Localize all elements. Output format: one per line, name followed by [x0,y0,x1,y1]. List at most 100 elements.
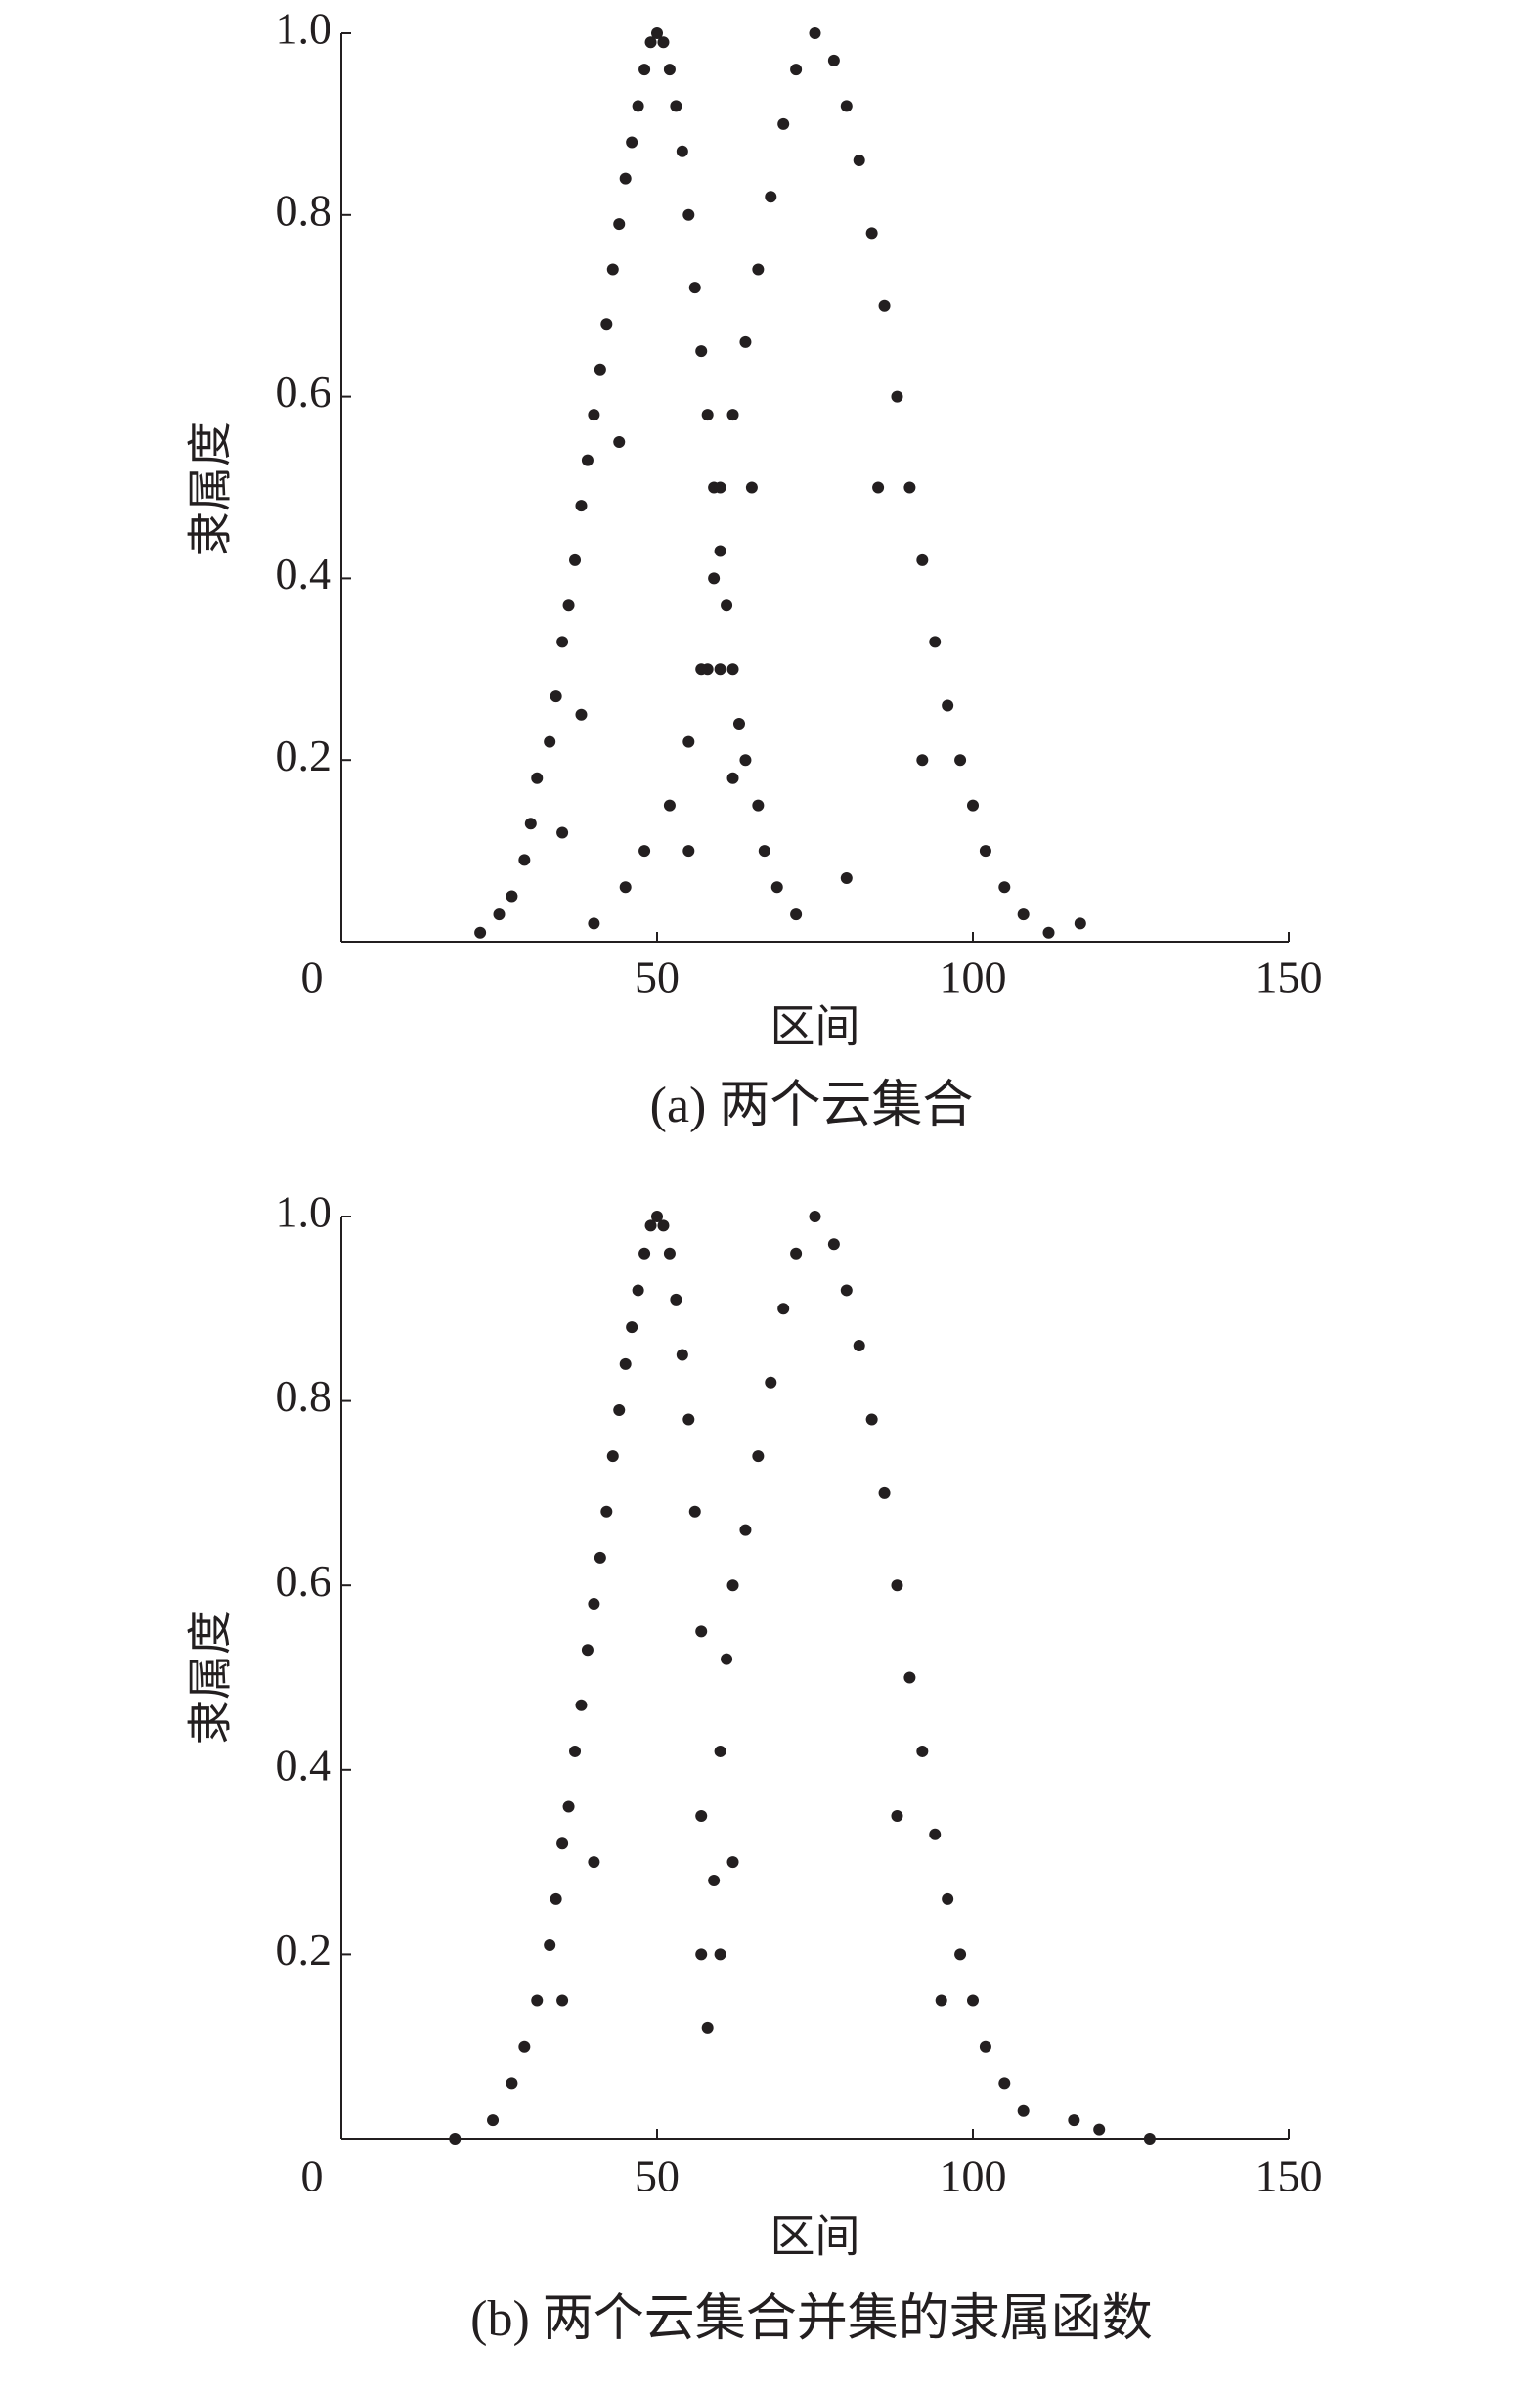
point [809,1211,821,1222]
point [853,1340,865,1352]
point [840,100,853,112]
point [569,553,582,566]
point [562,599,575,612]
point [550,690,562,703]
point [758,845,770,858]
x-tick-label: 100 [940,2151,1007,2201]
point [544,735,556,748]
point [550,1892,562,1905]
point [935,1994,947,2007]
point [663,64,676,76]
point [979,2040,991,2053]
x-tick-label: 0 [301,2151,324,2201]
point [695,345,708,358]
y-tick-label: 0.6 [276,367,332,417]
point [903,481,916,494]
point [891,1579,903,1592]
point [644,36,657,49]
point [1068,2114,1080,2127]
point [745,481,758,494]
point [967,799,979,812]
point [632,100,644,112]
point [626,1321,638,1334]
point [588,1856,600,1869]
point [916,754,929,767]
point [682,1413,695,1426]
point [562,1800,575,1813]
point [752,799,765,812]
point [853,155,865,167]
point [474,926,487,939]
point [594,363,606,376]
point [878,1486,891,1499]
point [708,572,721,585]
point [676,145,688,157]
point [569,1745,582,1757]
point [732,718,745,730]
point [929,1828,942,1840]
point [651,27,663,39]
y-tick-label: 0.8 [276,1371,332,1421]
point [714,663,726,676]
point [600,318,613,331]
point [588,917,600,930]
point [588,409,600,421]
point [531,772,544,784]
y-tick-label: 0.2 [276,1925,332,1974]
y-tick-label: 1.0 [276,1187,332,1237]
point [714,545,726,557]
point [518,854,531,866]
point [701,409,714,421]
y-tick-label: 0.4 [276,549,332,598]
caption: (a) 两个云集合 [650,1078,974,1133]
point [1143,2133,1156,2145]
point [613,218,626,231]
point [695,1625,708,1638]
x-tick-label: 50 [635,952,680,1002]
point [638,64,651,76]
point [626,136,638,149]
point [726,663,739,676]
point [878,299,891,312]
point [739,754,752,767]
point [506,2077,518,2090]
point [916,553,929,566]
point [600,1505,613,1518]
point [809,27,821,39]
point [954,1948,967,1961]
point [840,871,853,884]
point [726,1856,739,1869]
point [954,754,967,767]
point [657,1219,670,1232]
point [865,227,878,240]
x-tick-label: 100 [940,952,1007,1002]
point [865,1413,878,1426]
point [1093,2123,1106,2136]
caption: (b) 两个云集合并集的隶属函数 [470,2291,1153,2347]
point [518,2040,531,2053]
point [891,390,903,403]
point [998,2077,1011,2090]
point [942,699,954,712]
point [695,1809,708,1822]
point [613,1404,626,1417]
point [556,826,569,839]
point [695,1948,708,1961]
point [575,1699,588,1711]
point [827,54,840,66]
point [739,1524,752,1536]
point [581,454,594,466]
point [682,735,695,748]
point [1042,926,1055,939]
point [688,282,701,294]
y-tick-label: 1.0 [276,4,332,54]
y-tick-label: 0.4 [276,1740,332,1790]
point [606,263,619,276]
point [1017,908,1030,921]
point [790,1247,803,1260]
point [663,799,676,812]
point [682,845,695,858]
point [524,818,537,830]
point [790,908,803,921]
